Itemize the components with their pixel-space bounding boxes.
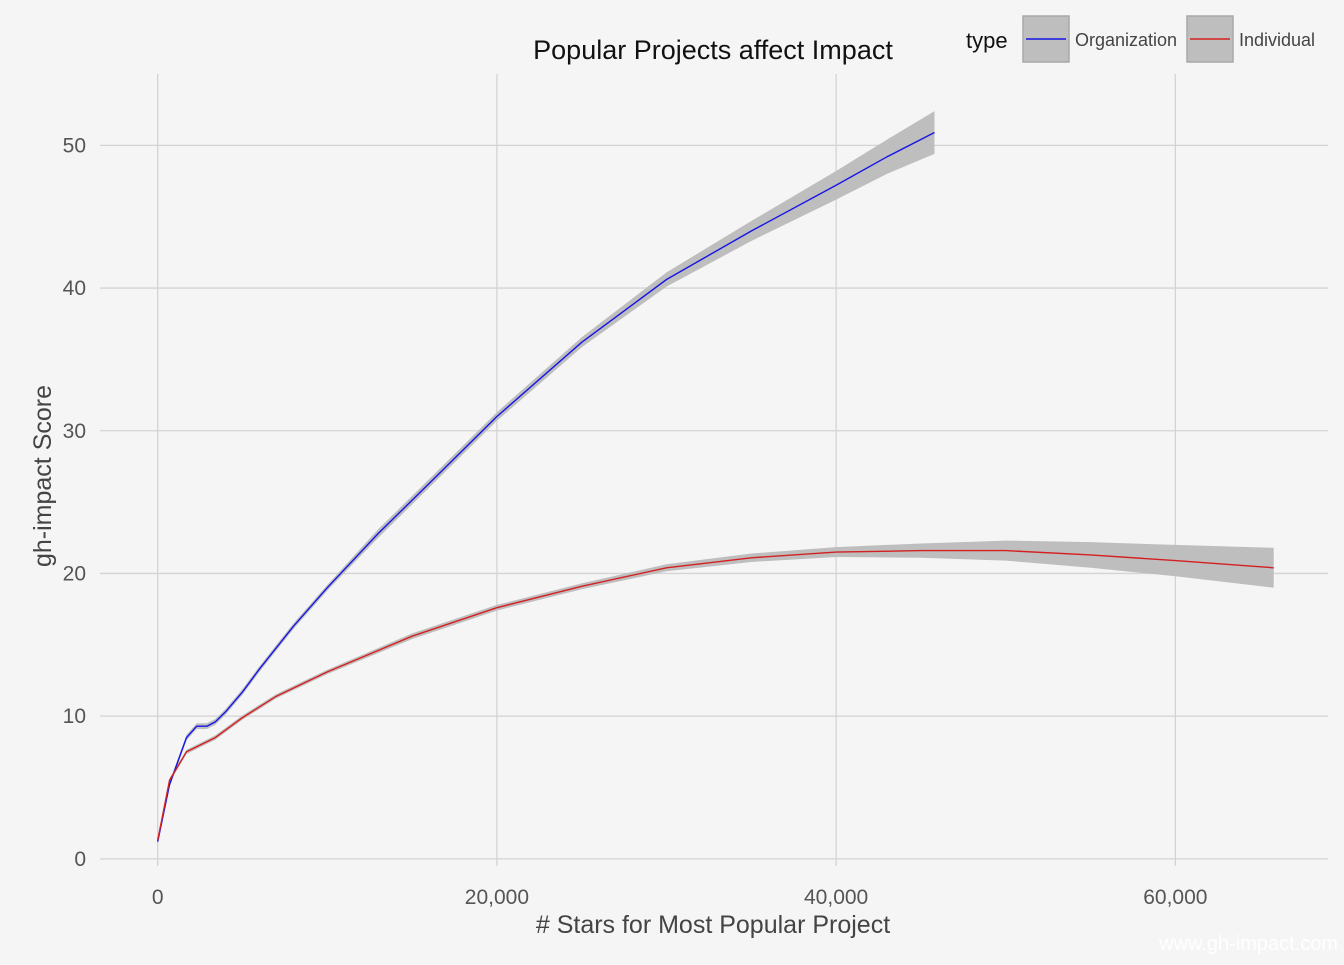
y-tick-label: 50: [63, 134, 86, 157]
ci-ribbon-individual: [157, 540, 1274, 843]
y-tick-label: 40: [63, 277, 86, 300]
x-tick-label: 20,000: [465, 886, 529, 909]
legend-label-organization: Organization: [1075, 30, 1177, 50]
y-tick-label: 20: [63, 562, 86, 585]
y-tick-label: 0: [74, 848, 86, 871]
legend-title: type: [966, 28, 1008, 53]
x-tick-label: 60,000: [1143, 886, 1207, 909]
x-axis-title: # Stars for Most Popular Project: [536, 911, 890, 939]
watermark: www.gh-impact.com: [1158, 933, 1338, 955]
series-line-organization: [157, 131, 935, 842]
ci-ribbon-organization: [157, 111, 935, 844]
grid: [100, 74, 1328, 866]
legend-label-individual: Individual: [1239, 30, 1315, 50]
y-tick-label: 30: [63, 420, 86, 443]
series-line-individual: [157, 549, 1274, 841]
confidence-ribbons: [157, 111, 1274, 844]
x-tick-label: 0: [152, 886, 164, 909]
legend-entries: Organization Individual: [1022, 15, 1315, 63]
axes: 0 10 20 30 40 50 0 20,000 40,000 60,000: [63, 134, 1208, 909]
series-lines: [157, 131, 1274, 842]
y-axis-title: gh-impact Score: [29, 385, 57, 567]
legend: type Organization Individual: [966, 15, 1315, 63]
chart-title: Popular Projects affect Impact: [533, 35, 893, 65]
x-tick-label: 40,000: [804, 886, 868, 909]
y-tick-label: 10: [63, 705, 86, 728]
